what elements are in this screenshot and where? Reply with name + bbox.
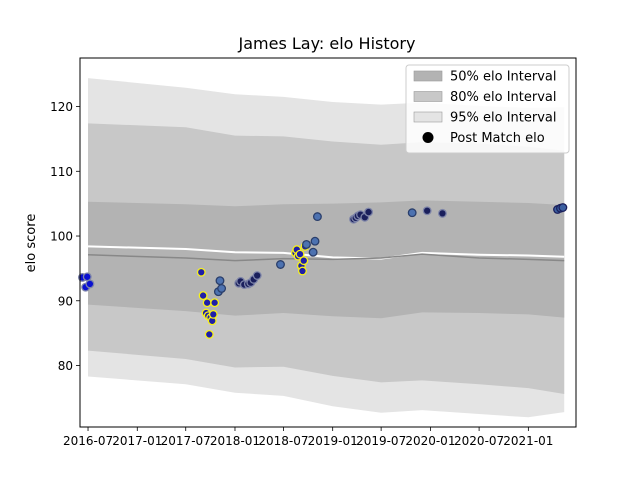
x-tick-label: 2020-07 — [454, 434, 504, 448]
legend-label: 80% elo Interval — [450, 90, 557, 105]
legend-swatch — [413, 70, 443, 82]
x-tick-label: 2020-01 — [405, 434, 455, 448]
post-match-point — [302, 239, 311, 249]
post-match-point — [312, 212, 322, 222]
y-tick-label: 120 — [50, 100, 73, 114]
mean-elo-line — [88, 253, 565, 262]
y-tick-label: 90 — [58, 294, 73, 308]
legend-label: 50% elo Interval — [450, 70, 557, 85]
legend-label: 95% elo Interval — [450, 111, 557, 126]
post-match-point — [82, 272, 92, 282]
post-match-point — [407, 208, 417, 218]
y-tick-label: 110 — [50, 165, 73, 179]
legend-swatch — [413, 91, 443, 102]
post-match-point — [437, 208, 447, 218]
x-tick-label: 2021-01 — [503, 434, 553, 448]
post-match-point — [422, 206, 432, 216]
x-tick-label: 2016-07 — [63, 434, 113, 448]
post-match-point — [295, 249, 305, 259]
post-match-point — [558, 203, 568, 212]
post-match-point — [310, 236, 320, 246]
y-tick-label: 100 — [50, 230, 73, 244]
post-match-point — [215, 276, 225, 286]
post-match-point — [198, 291, 208, 301]
interval-lines — [88, 245, 565, 262]
post-match-point — [196, 267, 206, 277]
post-match-point — [210, 298, 220, 308]
post-match-point — [276, 260, 285, 269]
post-match-point — [202, 298, 212, 308]
legend-box — [405, 64, 570, 154]
legend-swatch — [413, 111, 443, 123]
post-match-point — [217, 284, 227, 293]
plot-frame — [79, 57, 577, 428]
post-match-point — [85, 279, 95, 289]
post-match-point — [297, 266, 307, 276]
x-tick-label: 2017-01 — [112, 434, 162, 448]
x-tick-label: 2017-07 — [161, 434, 211, 448]
post-match-point — [252, 271, 262, 280]
legend-marker — [422, 132, 434, 143]
y-tick-label: 80 — [58, 359, 73, 373]
legend: 50% elo Interval 80% elo Interval 95% elo … — [405, 64, 570, 154]
post-match-points — [77, 203, 568, 339]
y-axis-label: elo score — [24, 214, 39, 273]
post-match-point — [204, 329, 214, 339]
legend-label: Post Match elo — [450, 131, 545, 146]
post-match-point — [208, 309, 218, 319]
x-tick-label: 2018-01 — [210, 434, 260, 448]
post-match-point — [308, 247, 318, 257]
x-tick-label: 2019-01 — [308, 434, 358, 448]
post-match-point — [299, 256, 309, 266]
post-match-point — [364, 207, 373, 217]
x-tick-label: 2018-07 — [258, 434, 308, 448]
chart-title: James Lay: elo History — [238, 34, 416, 53]
x-tick-label: 2019-07 — [356, 434, 406, 448]
